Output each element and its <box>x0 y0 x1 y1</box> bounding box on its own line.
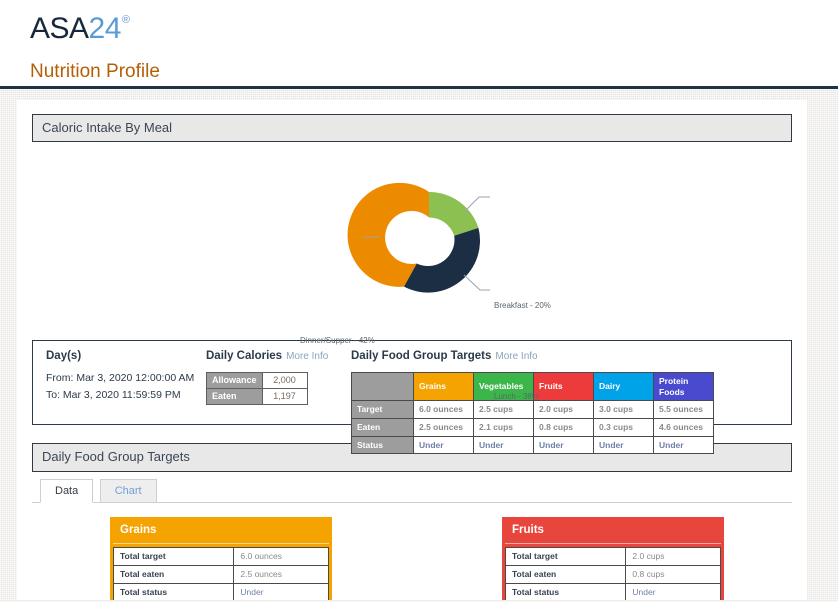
daily-calories-column: Daily Calories More Info Allowance 2,000 … <box>206 350 351 405</box>
card-title-fruits: Fruits <box>505 520 721 544</box>
logo-text-24: 24 <box>88 12 122 45</box>
logo-text-asa: ASA <box>30 12 89 45</box>
fgt-row-label-target: Target <box>351 400 414 419</box>
daily-calories-table: Allowance 2,000 Eaten 1,197 <box>206 372 308 405</box>
days-from: From: Mar 3, 2020 12:00:00 AM <box>46 372 195 385</box>
fgt-target-grains: 6.0 ounces <box>413 400 474 419</box>
fgt-target-dairy: 3.0 cups <box>593 400 654 419</box>
fgt-header-fruits: Fruits <box>533 372 594 402</box>
tab-data[interactable]: Data <box>40 478 94 503</box>
grains-total-eaten-key: Total eaten <box>112 564 235 584</box>
fgt-target-fruits: 2.0 cups <box>533 400 594 419</box>
calories-allowance-value: 2,000 <box>261 372 308 389</box>
tab-chart[interactable]: Chart <box>99 478 157 502</box>
tab-bar: Data Chart <box>32 478 792 503</box>
content-container: Caloric Intake By Meal <box>17 100 807 600</box>
fgt-eaten-grains: 2.5 ounces <box>413 417 474 437</box>
chart-label-breakfast: Breakfast - 20% <box>494 301 551 311</box>
table-row: Total eaten 0.8 cups <box>504 564 721 584</box>
donut-chart-svg <box>32 142 792 332</box>
caloric-intake-panel-body: Breakfast - 20% Lunch - 38% Dinner/Suppe… <box>32 142 792 401</box>
food-group-card-grains: Grains Total target 6.0 ounces Total eat… <box>110 516 332 600</box>
table-row: Target 6.0 ounces 2.5 cups 2.0 cups 3.0 … <box>351 400 714 419</box>
food-group-targets-more-info-link[interactable]: More Info <box>495 351 538 363</box>
table-row: Total target 2.0 cups <box>504 546 721 566</box>
table-row: Total status Under <box>504 582 721 600</box>
donut-slice-breakfast <box>429 192 479 237</box>
fgt-target-vegetables: 2.5 cups <box>473 400 534 419</box>
donut-chart <box>347 183 490 293</box>
fgt-header-grains: Grains <box>413 372 474 402</box>
table-row: Allowance 2,000 <box>206 372 308 389</box>
grains-total-status-value: Under <box>233 582 329 600</box>
fruits-total-target-key: Total target <box>504 546 627 566</box>
table-row: Status Under Under Under Under Under <box>351 435 714 455</box>
table-row: Total status Under <box>112 582 329 600</box>
fgt-target-protein-foods: 5.5 ounces <box>653 400 714 419</box>
days-heading: Day(s) <box>46 350 82 363</box>
fgt-header-vegetables: Vegetables <box>473 372 534 402</box>
grains-totals-table: Total target 6.0 ounces Total eaten 2.5 … <box>112 546 329 600</box>
fgt-header-dairy: Dairy <box>593 372 654 402</box>
page-title: Nutrition Profile <box>30 61 160 82</box>
card-title-grains: Grains <box>113 520 329 544</box>
fgt-status-grains: Under <box>413 435 474 455</box>
grains-total-status-key: Total status <box>112 582 235 600</box>
days-column: Day(s) From: Mar 3, 2020 12:00:00 AM To:… <box>46 350 206 406</box>
caloric-intake-chart: Breakfast - 20% Lunch - 38% Dinner/Suppe… <box>32 142 792 401</box>
fgt-corner-cell <box>351 372 414 402</box>
fruits-totals-table: Total target 2.0 cups Total eaten 0.8 cu… <box>504 546 721 600</box>
food-group-targets-table: Grains Vegetables Fruits Dairy Protein F… <box>351 372 714 455</box>
page-background: Caloric Intake By Meal <box>0 89 838 600</box>
food-group-targets-column: Daily Food Group Targets More Info Grains… <box>351 350 724 455</box>
site-header: ASA24® Nutrition Profile <box>0 0 838 89</box>
fruits-total-status-value: Under <box>625 582 721 600</box>
food-group-targets-label: Daily Food Group Targets <box>351 350 492 363</box>
grains-total-target-key: Total target <box>112 546 235 566</box>
fruits-total-eaten-value: 0.8 cups <box>625 564 721 584</box>
donut-slice-dinner <box>347 183 429 288</box>
chart-label-lunch: Lunch - 38% <box>494 392 539 402</box>
fgt-header-protein-foods: Protein Foods <box>653 372 714 402</box>
table-row: Eaten 2.5 ounces 2.1 cups 0.8 cups 0.3 c… <box>351 417 714 437</box>
fgt-eaten-fruits: 0.8 cups <box>533 417 594 437</box>
fgt-eaten-vegetables: 2.1 cups <box>473 417 534 437</box>
daily-calories-label: Daily Calories <box>206 350 283 363</box>
fgt-status-dairy: Under <box>593 435 654 455</box>
fgt-row-label-eaten: Eaten <box>351 417 414 437</box>
food-group-card-fruits: Fruits Total target 2.0 cups Total eaten… <box>502 516 724 600</box>
table-header-row: Grains Vegetables Fruits Dairy Protein F… <box>351 372 714 402</box>
fgt-eaten-dairy: 0.3 cups <box>593 417 654 437</box>
days-to: To: Mar 3, 2020 11:59:59 PM <box>46 389 181 402</box>
calories-eaten-value: 1,197 <box>261 387 308 405</box>
grains-total-eaten-value: 2.5 ounces <box>233 564 329 584</box>
callout-line-lunch <box>463 274 490 291</box>
fruits-total-eaten-key: Total eaten <box>504 564 627 584</box>
panel-title-caloric-intake: Caloric Intake By Meal <box>32 114 792 143</box>
chart-label-dinner: Dinner/Supper - 42% <box>300 336 375 346</box>
fruits-total-status-key: Total status <box>504 582 627 600</box>
donut-slice-lunch <box>403 228 481 293</box>
callout-line-breakfast <box>463 196 490 213</box>
fgt-status-vegetables: Under <box>473 435 534 455</box>
calories-allowance-label: Allowance <box>206 372 263 389</box>
food-group-targets-heading: Daily Food Group Targets More Info <box>351 350 714 364</box>
summary-box: Day(s) From: Mar 3, 2020 12:00:00 AM To:… <box>32 340 792 455</box>
registered-mark-icon: ® <box>121 14 130 26</box>
calories-eaten-label: Eaten <box>206 387 263 405</box>
fgt-status-fruits: Under <box>533 435 594 455</box>
daily-calories-more-info-link[interactable]: More Info <box>286 351 329 363</box>
fgt-row-label-status: Status <box>351 435 414 455</box>
asa24-logo[interactable]: ASA24® <box>30 14 838 44</box>
fgt-eaten-protein-foods: 4.6 ounces <box>653 417 714 437</box>
fgt-status-protein-foods: Under <box>653 435 714 455</box>
fruits-total-target-value: 2.0 cups <box>625 546 721 566</box>
table-row: Eaten 1,197 <box>206 387 308 405</box>
food-group-cards: Grains Total target 6.0 ounces Total eat… <box>32 503 792 600</box>
grains-total-target-value: 6.0 ounces <box>233 546 329 566</box>
daily-calories-heading: Daily Calories More Info <box>206 350 341 364</box>
table-row: Total target 6.0 ounces <box>112 546 329 566</box>
table-row: Total eaten 2.5 ounces <box>112 564 329 584</box>
